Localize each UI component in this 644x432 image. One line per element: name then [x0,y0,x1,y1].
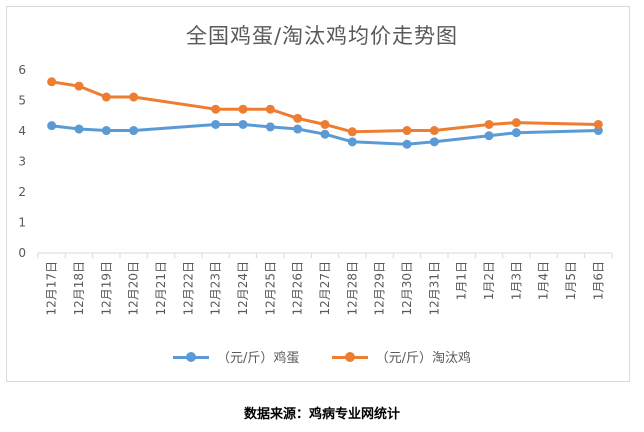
series-layer [47,77,603,149]
legend: （元/斤）鸡蛋 （元/斤）淘汰鸡 [0,347,644,366]
x-tick-label: 12月27日 [318,261,332,316]
data-point-0[interactable] [429,137,439,147]
x-tick-label: 1月4日 [537,261,551,300]
data-point-0[interactable] [347,137,357,147]
x-tick-label: 12月30日 [400,261,414,316]
data-point-1[interactable] [402,126,412,136]
legend-dot-spent-hens [344,351,355,362]
x-tick-label: 12月20日 [127,261,141,316]
x-tick-label: 12月23日 [209,261,223,316]
x-tick-label: 12月18日 [72,261,86,316]
x-tick-label: 12月21日 [154,261,168,316]
y-tick-label: 2 [18,185,26,199]
data-point-0[interactable] [74,124,84,134]
x-tick-label: 12月17日 [45,261,59,316]
data-point-1[interactable] [511,118,521,128]
data-point-0[interactable] [320,129,330,139]
x-tick-label: 12月25日 [263,261,277,316]
data-point-1[interactable] [320,119,330,129]
y-tick-label: 5 [18,94,26,108]
y-tick-label: 4 [18,124,26,138]
data-point-1[interactable] [74,81,84,91]
x-axis: 12月17日 12月18日 12月19日 12月20日 12月21日 12月22日 12月2… [37,252,613,316]
legend-marker-spent-hens [331,351,368,362]
data-point-0[interactable] [238,119,248,129]
x-tick-label: 12月31日 [427,261,441,316]
x-tick-label: 1月6日 [591,261,605,300]
chart-frame [6,6,630,382]
legend-label-spent-hens: （元/斤）淘汰鸡 [375,351,471,366]
x-tick-label: 1月1日 [455,261,469,300]
data-point-1[interactable] [129,92,139,102]
data-point-1[interactable] [593,119,603,129]
x-tick-label: 12月28日 [345,261,359,316]
x-tick-label: 12月24日 [236,261,250,316]
data-point-0[interactable] [101,126,111,136]
data-point-0[interactable] [402,139,412,149]
data-source-note: 数据来源：鸡病专业网统计 [243,407,400,422]
legend-item-spent-hens[interactable]: （元/斤）淘汰鸡 [331,347,471,366]
y-tick-label: 6 [18,63,26,77]
x-tick-label: 1月3日 [509,261,523,300]
data-point-0[interactable] [129,126,139,136]
data-point-0[interactable] [47,121,57,131]
x-tick-label: 1月5日 [564,261,578,300]
y-tick-label: 1 [18,216,26,230]
data-point-0[interactable] [265,122,275,132]
data-point-1[interactable] [101,92,111,102]
legend-dot-eggs [186,351,197,362]
chart-title: 全国鸡蛋/淘汰鸡均价走势图 [185,24,459,48]
x-tick-label: 12月19日 [99,261,113,316]
data-point-1[interactable] [347,127,357,137]
legend-label-eggs: （元/斤）鸡蛋 [217,351,300,366]
y-tick-label: 0 [18,246,26,260]
data-point-1[interactable] [484,119,494,129]
x-tick-label: 12月22日 [181,261,195,316]
x-tick-label: 12月26日 [291,261,305,316]
data-point-0[interactable] [211,119,221,129]
data-point-0[interactable] [293,124,303,134]
data-point-1[interactable] [211,104,221,114]
x-tick-label: 1月2日 [482,261,496,300]
data-point-1[interactable] [47,77,57,87]
legend-marker-eggs [173,351,210,362]
y-tick-label: 3 [18,155,26,169]
data-point-1[interactable] [293,113,303,123]
data-point-1[interactable] [429,126,439,136]
data-point-1[interactable] [265,104,275,114]
data-point-0[interactable] [484,131,494,141]
data-point-0[interactable] [511,128,521,138]
x-tick-label: 12月29日 [373,261,387,316]
y-axis: 0 1 2 3 4 5 6 [18,63,26,260]
data-point-1[interactable] [238,104,248,114]
legend-item-eggs[interactable]: （元/斤）鸡蛋 [173,347,299,366]
